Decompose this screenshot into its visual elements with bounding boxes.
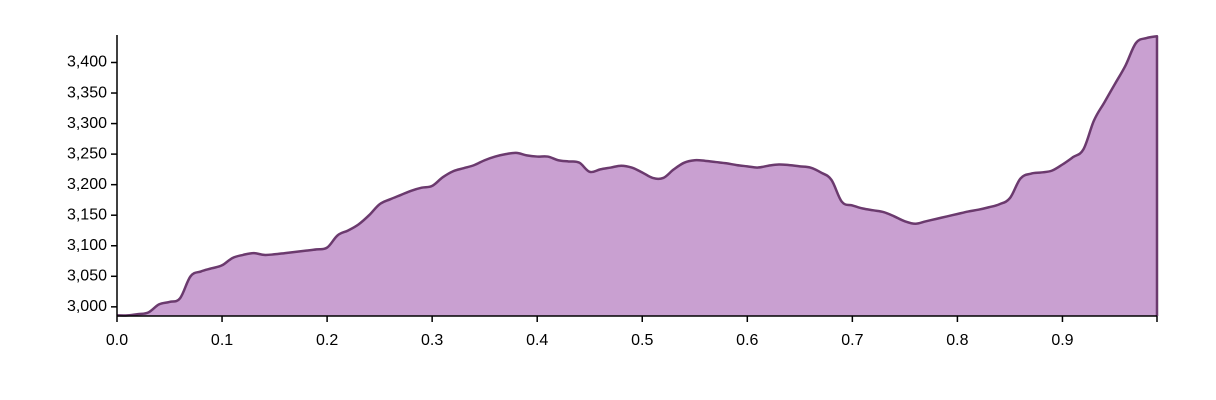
x-axis: 0.0 0.1 0.2 0.3 0.4 0.5 0.6 0.7 0.8 0.9 (106, 315, 1158, 349)
y-tick-label: 3,250 (67, 145, 107, 162)
y-tick-label: 3,300 (67, 115, 107, 132)
x-tick-label: 0.4 (526, 332, 548, 349)
x-tick-label: 0.2 (316, 332, 338, 349)
y-tick-label: 3,100 (67, 237, 107, 254)
y-tick-label: 3,050 (67, 268, 107, 285)
y-tick-label: 3,150 (67, 206, 107, 223)
area-series-fill (117, 36, 1157, 316)
x-tick-label: 0.8 (946, 332, 968, 349)
y-axis: 3,000 3,050 3,100 3,150 3,200 3,250 3,300 3,350… (67, 35, 118, 316)
x-tick-label: 0.5 (631, 332, 653, 349)
area-series-line (116, 34, 1159, 317)
x-tick-label: 0.9 (1051, 332, 1073, 349)
y-tick-label: 3,400 (67, 54, 107, 71)
x-tick-label: 0.3 (421, 332, 443, 349)
y-tick-label: 3,350 (67, 84, 107, 101)
x-tick-label: 0.0 (106, 332, 128, 349)
x-tick-label: 0.1 (211, 332, 233, 349)
y-tick-label: 3,200 (67, 176, 107, 193)
x-tick-label: 0.7 (841, 332, 863, 349)
y-tick-label: 3,000 (67, 298, 107, 315)
x-tick-label: 0.6 (736, 332, 758, 349)
